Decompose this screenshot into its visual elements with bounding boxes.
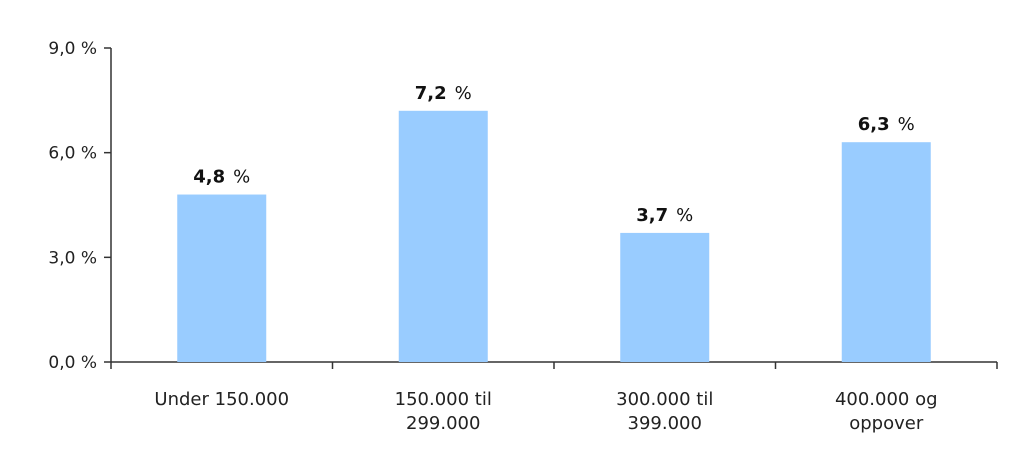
- data-label-value: 3,7: [636, 205, 668, 226]
- bar: [841, 142, 931, 362]
- bars: [177, 110, 931, 362]
- data-label-value: 6,3: [858, 114, 890, 135]
- category-label: Under 150.000: [154, 389, 289, 410]
- y-tick-label: 3,0 %: [48, 248, 97, 268]
- category-label: 300.000 til: [616, 389, 713, 410]
- y-axis: 0,0 % 3,0 % 6,0 % 9,0 %: [48, 39, 112, 373]
- data-label: 3,7%: [636, 205, 693, 226]
- category-label: 399.000: [628, 413, 702, 434]
- bar: [620, 232, 710, 362]
- x-axis: [110, 361, 998, 369]
- data-labels: 4,8 %7,2 %3,7 %6,3%: [193, 83, 915, 226]
- data-label-unit: %: [676, 205, 693, 226]
- data-label-value: 4,8: [193, 167, 225, 188]
- category-label: 150.000 til: [395, 389, 492, 410]
- y-tick-label: 9,0 %: [48, 39, 97, 59]
- data-label-unit: %: [233, 167, 250, 188]
- data-label: 7,2%: [415, 83, 472, 104]
- data-label: 4,8%: [193, 167, 250, 188]
- data-label-unit: %: [455, 83, 472, 104]
- y-tick-label: 6,0 %: [48, 144, 97, 164]
- y-tick-label: 0,0 %: [48, 353, 97, 373]
- category-label: 299.000: [406, 413, 480, 434]
- bar: [398, 110, 488, 362]
- data-label-value: 7,2: [415, 83, 447, 104]
- category-label: oppover: [849, 413, 924, 434]
- data-label: 6,3%: [858, 114, 915, 135]
- category-labels: Under 150.000 150.000 til 299.000 300.000 t…: [154, 389, 937, 434]
- category-label: 400.000 og: [835, 389, 938, 410]
- bar: [177, 194, 267, 362]
- data-label-unit: %: [898, 114, 915, 135]
